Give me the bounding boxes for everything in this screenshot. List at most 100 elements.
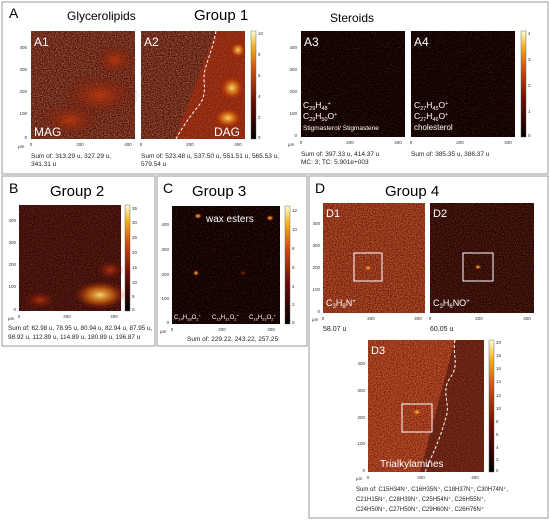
ytick-label: 200 [289,89,297,94]
xtick-label: 200 [456,140,464,145]
panel-a1-xaxis: 0 200 400 [30,142,133,147]
colorbar-d3 [488,339,495,473]
section-b-title: Group 2 [50,183,104,200]
panel-b-hotspot [74,281,126,309]
ytick-label: 300 [289,67,297,72]
panel-d2: D2 C3H6NO+ 0 200 400 60.05 u [429,203,534,333]
ytick-label: 0 [13,307,16,312]
panel-a4-caption-1: Sum of: 385.35 u, 386.37 u [411,151,490,158]
panel-a2-caption-2: 579.54 u [141,161,167,168]
panel-a2: A2 DAG 10 8 6 4 2 0 0 200 400 Sum of: 52… [140,30,279,168]
panel-a1-overlay: MAG [34,125,61,139]
section-d-title: Group 4 [385,183,439,200]
ytick-label: 300 [19,67,27,72]
cbar-tick: 6 [496,432,499,437]
panel-d1-hotspot [364,265,372,271]
ytick-label: 100 [357,441,365,446]
panel-d3: D3 Trialkylamines 20 18 16 14 12 10 8 6 … [356,339,508,513]
cbar-tick: 2 [258,115,261,120]
panel-a4-label: A4 [414,35,429,49]
ytick-label: 400 [161,222,169,227]
panel-a2-hotspot [214,108,242,128]
ytick-label: 400 [357,361,365,366]
xtick-label: 200 [475,316,483,321]
section-d: D Group 4 D1 C3H8N+ 400 300 200 100 0 µm… [308,175,549,519]
axis-unit: µm [312,317,319,322]
xtick-label: 400 [124,142,132,147]
ytick-label: 200 [357,415,365,420]
section-d-letter: D [315,180,325,196]
cbar-tick: 10 [258,31,264,36]
panel-a3-yaxis: 400 300 200 100 0 µm [288,45,297,147]
cbar-tick: 14 [496,379,502,384]
colorbar-a4 [520,30,527,138]
panel-b-hotspot [96,260,124,280]
xtick-label: 0 [300,140,303,145]
panel-d3-dark-region [420,340,484,472]
ytick-label: 0 [166,320,169,325]
xtick-label: 400 [234,142,242,147]
ytick-label: 400 [289,45,297,50]
panel-c-yaxis: 400 300 200 100 0 µm [160,222,169,334]
xtick-label: 400 [414,316,422,321]
panel-a1-yaxis: 400 300 200 100 0 µm [18,45,27,149]
xtick-label: 0 [30,142,33,147]
ytick-label: 400 [312,221,320,226]
panel-d1-noise [323,203,425,313]
cbar-tick: 2 [292,302,295,307]
cbar-tick: 20 [132,250,138,255]
panel-a4: A4 C27H45O+ C27H46O+ cholesterol 4 3 2 1… [410,30,531,158]
ytick-label: 200 [8,262,16,267]
panel-d1-xaxis: 0 200 400 [322,316,423,321]
panel-a2-boundary [175,30,217,140]
section-c: C Group 3 wax esters C14H28O2+ C15H31O2+… [156,175,308,347]
xtick-label: 200 [346,140,354,145]
panel-d3-roi-box [401,403,433,433]
section-a-frame [1,1,549,175]
steroids-heading: Steroids [330,11,374,25]
panel-a4-overlay: cholesterol [414,123,453,132]
panel-b-caption-2: 98.92 u, 112.89 u, 114.89 u, 180.89 u, 1… [8,334,141,341]
panel-d3-colorbar: 20 18 16 14 12 10 8 6 4 2 0 [488,339,502,473]
panel-c-formula-3: C16H33O2+ [249,313,277,322]
section-c-letter: C [163,180,173,196]
panel-b-caption-1: Sum of: 62.98 u, 78.95 u, 80.94 u, 82.94… [8,325,152,332]
cbar-tick: 12 [496,393,502,398]
xtick-label: 0 [140,142,143,147]
cbar-tick: 10 [132,280,138,285]
panel-b-xaxis: 0 200 400 [18,314,119,319]
cbar-tick: 10 [496,406,502,411]
ytick-label: 0 [317,309,320,314]
section-b-letter: B [9,180,18,196]
panel-d1-yaxis: 400 300 200 100 0 µm [312,221,320,322]
cbar-tick: 2 [528,83,531,88]
panel-b-yaxis: 400 300 200 100 0 µm [8,218,16,321]
cbar-tick: 16 [496,366,502,371]
cbar-tick: 30 [132,220,138,225]
panel-c-hotspot [266,215,274,221]
panel-c-noise [172,206,280,324]
panel-a1-label: A1 [34,35,49,49]
axis-unit: µm [8,316,15,321]
ytick-label: 0 [294,133,297,138]
xtick-label: 400 [110,314,118,319]
cbar-tick: 12 [292,208,298,213]
cbar-tick: 20 [496,340,502,345]
xtick-label: 0 [322,316,325,321]
panel-a2-caption-1: Sum of: 523.48 u, 537.50 u, 551.51 u, 56… [141,153,279,160]
xtick-label: 200 [186,142,194,147]
panel-d2-formula: C3H6NO+ [433,298,470,310]
cbar-tick: 0 [258,135,261,140]
cbar-tick: 0 [496,468,499,473]
panel-d1-caption: 58.07 u [323,326,346,333]
panel-d3-caption-2: C21H15N⁺, C28H39N⁺, C25H54N⁺, C26H55N⁺, [356,496,486,503]
cbar-tick: 35 [132,206,138,211]
xtick-label: 0 [171,327,174,332]
ytick-label: 300 [312,243,320,248]
xtick-label: 200 [63,314,71,319]
cbar-tick: 18 [496,353,502,358]
cbar-tick: 0 [132,307,135,312]
colorbar-b [124,204,131,312]
cbar-tick: 15 [132,265,138,270]
